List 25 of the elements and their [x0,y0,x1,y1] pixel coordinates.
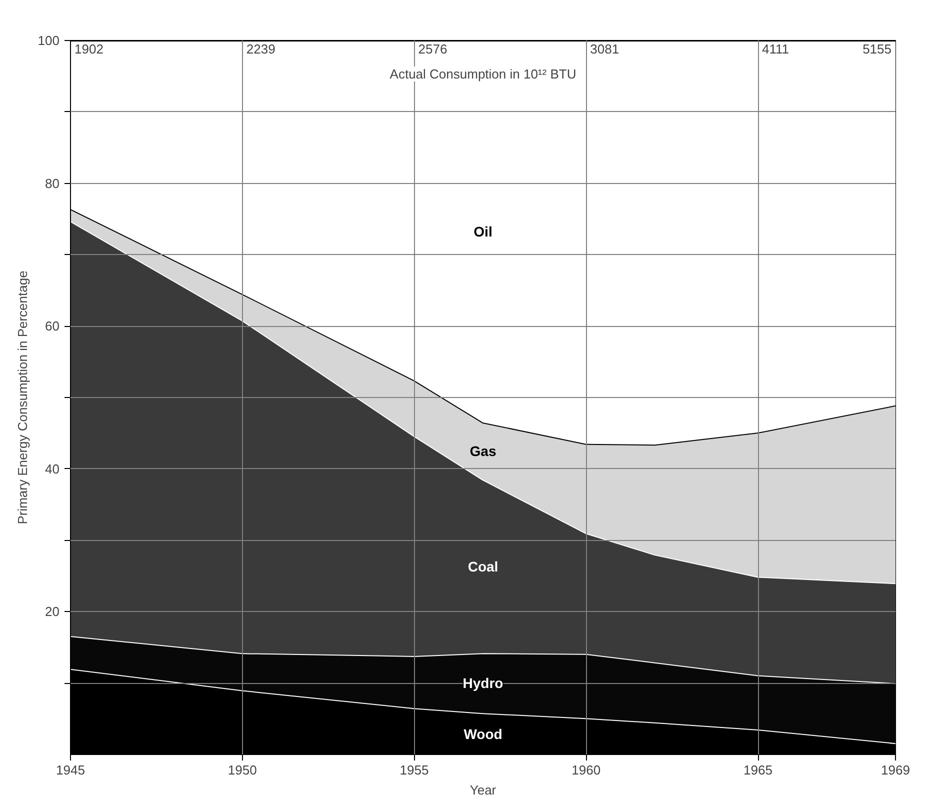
annotation: 4111 [762,42,789,56]
x-tick-label: 1965 [744,762,772,778]
y-axis-title: Primary Energy Consumption in Percentage [14,270,30,524]
y-tick-label: 60 [45,318,60,334]
x-tick-label: 1955 [400,762,429,778]
series-label: Wood [464,726,502,742]
annotation: 5155 [862,42,892,56]
annotation: 2576 [418,42,448,56]
annotation: 2239 [246,42,276,56]
x-axis-title: Year [470,782,497,798]
y-tick-label: 80 [45,176,60,191]
x-tick-label: 1945 [56,762,85,778]
x-tick-label: 1960 [572,762,601,778]
x-tick-label: 1950 [228,762,257,778]
annotation: 1902 [74,42,104,56]
series-label: Oil [474,223,492,240]
y-tick-label: 40 [45,461,60,476]
annotation: Actual Consumption in 10¹² BTU [390,66,576,82]
y-tick-label: 100 [38,33,60,48]
series-label: Gas [470,443,496,460]
annotation: 3081 [590,42,620,56]
series-label: Coal [468,558,498,574]
series-label: Hydro [462,675,504,692]
y-tick-label: 20 [45,604,60,620]
x-tick-label: 1969 [881,762,910,778]
